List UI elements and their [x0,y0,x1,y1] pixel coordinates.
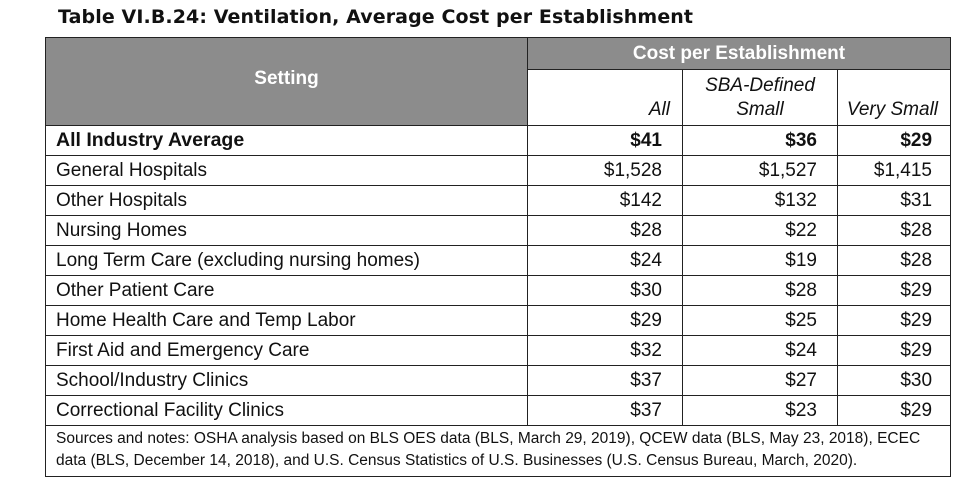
table-row: All Industry Average $41 $36 $29 [46,126,951,156]
row-cost-all: $30 [528,276,683,306]
col-header-all-label: All [649,99,670,120]
row-cost-all: $142 [528,186,683,216]
row-cost-all: $37 [528,366,683,396]
row-cost-all: $41 [528,126,683,156]
cost-table: Setting Cost per Establishment All SBA-D… [45,37,951,477]
row-setting: Other Hospitals [46,186,528,216]
row-cost-very-small: $28 [838,246,951,276]
row-cost-all: $29 [528,306,683,336]
row-cost-sba: $132 [683,186,838,216]
col-header-very-small-label: Very Small [847,99,938,120]
row-cost-very-small: $29 [838,396,951,426]
col-header-sba-small: SBA-Defined Small [683,70,838,126]
row-cost-very-small: $28 [838,216,951,246]
row-setting: All Industry Average [46,126,528,156]
table-row: School/Industry Clinics $37 $27 $30 [46,366,951,396]
row-cost-very-small: $1,415 [838,156,951,186]
row-setting: Home Health Care and Temp Labor [46,306,528,336]
row-cost-all: $37 [528,396,683,426]
table-header: Setting Cost per Establishment All SBA-D… [46,38,951,126]
table-row: Home Health Care and Temp Labor $29 $25 … [46,306,951,336]
row-setting: First Aid and Emergency Care [46,336,528,366]
col-header-sba-line1: SBA-Defined [690,74,830,98]
row-cost-very-small: $30 [838,366,951,396]
row-cost-very-small: $29 [838,276,951,306]
row-cost-sba: $27 [683,366,838,396]
row-setting: Nursing Homes [46,216,528,246]
row-setting: Other Patient Care [46,276,528,306]
row-setting: Correctional Facility Clinics [46,396,528,426]
col-header-sba-line2: Small [690,98,830,122]
row-cost-sba: $24 [683,336,838,366]
cost-group-header: Cost per Establishment [528,38,951,70]
table-row: Other Patient Care $30 $28 $29 [46,276,951,306]
table-body: All Industry Average $41 $36 $29 General… [46,126,951,477]
notes-row: Sources and notes: OSHA analysis based o… [46,426,951,477]
row-cost-all: $1,528 [528,156,683,186]
row-cost-all: $28 [528,216,683,246]
table-row: First Aid and Emergency Care $32 $24 $29 [46,336,951,366]
row-cost-sba: $28 [683,276,838,306]
col-header-very-small: Very Small [838,70,951,126]
row-cost-sba: $1,527 [683,156,838,186]
table-title: Table VI.B.24: Ventilation, Average Cost… [58,6,693,28]
row-cost-all: $24 [528,246,683,276]
table-row: Correctional Facility Clinics $37 $23 $2… [46,396,951,426]
row-cost-very-small: $31 [838,186,951,216]
row-cost-very-small: $29 [838,126,951,156]
setting-column-header: Setting [46,38,528,126]
row-cost-sba: $25 [683,306,838,336]
row-setting: General Hospitals [46,156,528,186]
row-cost-all: $32 [528,336,683,366]
sources-notes: Sources and notes: OSHA analysis based o… [46,426,951,477]
row-cost-very-small: $29 [838,336,951,366]
table-row: General Hospitals $1,528 $1,527 $1,415 [46,156,951,186]
row-setting: School/Industry Clinics [46,366,528,396]
col-header-all: All [528,70,683,126]
table-row: Nursing Homes $28 $22 $28 [46,216,951,246]
table-row: Long Term Care (excluding nursing homes)… [46,246,951,276]
row-cost-sba: $22 [683,216,838,246]
row-cost-sba: $36 [683,126,838,156]
row-cost-very-small: $29 [838,306,951,336]
row-setting: Long Term Care (excluding nursing homes) [46,246,528,276]
row-cost-sba: $23 [683,396,838,426]
table-row: Other Hospitals $142 $132 $31 [46,186,951,216]
row-cost-sba: $19 [683,246,838,276]
